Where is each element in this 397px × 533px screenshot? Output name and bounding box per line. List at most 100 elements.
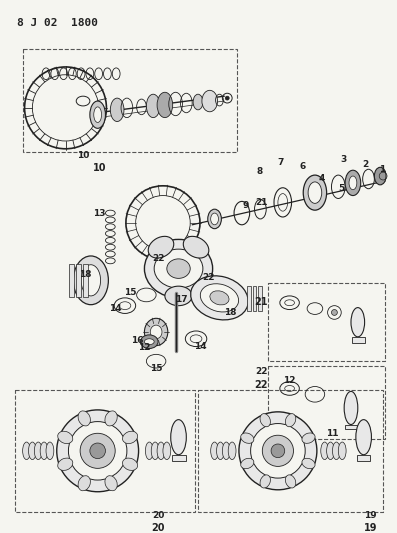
- Ellipse shape: [145, 339, 154, 345]
- Text: 2: 2: [362, 160, 369, 169]
- Ellipse shape: [81, 265, 100, 296]
- Text: 21: 21: [254, 297, 268, 307]
- Ellipse shape: [228, 442, 236, 459]
- Ellipse shape: [211, 442, 218, 459]
- Text: 12: 12: [283, 376, 296, 385]
- Ellipse shape: [141, 335, 158, 349]
- Text: 10: 10: [77, 151, 89, 160]
- Text: 13: 13: [93, 208, 106, 217]
- Ellipse shape: [216, 442, 224, 459]
- Ellipse shape: [225, 96, 229, 100]
- Text: 1: 1: [379, 165, 385, 174]
- Ellipse shape: [308, 182, 322, 204]
- Ellipse shape: [78, 475, 91, 491]
- Ellipse shape: [163, 442, 171, 459]
- Text: 5: 5: [338, 184, 344, 193]
- Ellipse shape: [105, 411, 117, 426]
- Bar: [247, 286, 251, 311]
- Ellipse shape: [193, 94, 203, 110]
- Ellipse shape: [167, 259, 190, 278]
- Ellipse shape: [262, 435, 293, 466]
- Bar: [268, 283, 385, 361]
- Ellipse shape: [260, 414, 270, 427]
- Text: 19: 19: [364, 511, 377, 520]
- Text: 21: 21: [255, 198, 268, 207]
- Text: 8 J 02  1800: 8 J 02 1800: [17, 18, 98, 28]
- Ellipse shape: [94, 107, 102, 123]
- Ellipse shape: [148, 236, 174, 258]
- Text: 17: 17: [175, 295, 188, 304]
- Ellipse shape: [260, 475, 270, 488]
- Ellipse shape: [23, 442, 31, 459]
- Ellipse shape: [58, 458, 73, 471]
- Ellipse shape: [349, 176, 357, 190]
- Ellipse shape: [210, 291, 229, 305]
- Ellipse shape: [145, 442, 153, 459]
- Text: 12: 12: [138, 343, 151, 352]
- Text: 6: 6: [299, 162, 305, 171]
- Bar: [352, 337, 364, 343]
- Ellipse shape: [345, 170, 361, 196]
- Ellipse shape: [154, 249, 203, 288]
- Ellipse shape: [321, 442, 329, 459]
- Text: 14: 14: [109, 304, 121, 313]
- Ellipse shape: [200, 284, 239, 312]
- Bar: [172, 455, 186, 461]
- Text: 18: 18: [79, 270, 91, 279]
- Ellipse shape: [191, 276, 248, 320]
- Ellipse shape: [331, 310, 337, 316]
- Text: 22: 22: [254, 379, 268, 390]
- Ellipse shape: [239, 412, 317, 490]
- Ellipse shape: [68, 422, 127, 480]
- Text: 20: 20: [152, 511, 164, 520]
- Ellipse shape: [25, 67, 106, 149]
- Ellipse shape: [126, 186, 200, 260]
- Ellipse shape: [202, 90, 218, 112]
- Ellipse shape: [146, 94, 160, 118]
- Ellipse shape: [58, 431, 73, 443]
- Ellipse shape: [171, 419, 186, 455]
- Ellipse shape: [302, 458, 315, 469]
- Ellipse shape: [110, 98, 124, 122]
- Ellipse shape: [241, 433, 254, 443]
- Text: 16: 16: [131, 336, 144, 345]
- Ellipse shape: [351, 308, 364, 337]
- Ellipse shape: [165, 286, 192, 305]
- Bar: [76, 264, 81, 297]
- Ellipse shape: [34, 442, 42, 459]
- Text: 9: 9: [243, 201, 249, 210]
- Ellipse shape: [145, 318, 168, 345]
- Text: 20: 20: [151, 523, 165, 533]
- Bar: [69, 264, 74, 297]
- Ellipse shape: [344, 391, 358, 424]
- Ellipse shape: [285, 414, 296, 427]
- Text: 15: 15: [150, 364, 162, 373]
- Bar: [268, 366, 385, 439]
- Ellipse shape: [251, 424, 305, 478]
- Bar: [83, 264, 88, 297]
- Ellipse shape: [157, 92, 173, 118]
- Ellipse shape: [151, 442, 159, 459]
- Ellipse shape: [40, 442, 48, 459]
- Ellipse shape: [356, 419, 372, 455]
- Ellipse shape: [338, 442, 346, 459]
- Text: 22: 22: [255, 367, 268, 376]
- Text: 19: 19: [364, 523, 377, 533]
- Ellipse shape: [150, 325, 162, 339]
- Bar: [23, 50, 237, 152]
- Ellipse shape: [157, 442, 165, 459]
- Ellipse shape: [46, 442, 54, 459]
- Text: 7: 7: [278, 158, 284, 167]
- Ellipse shape: [145, 239, 213, 298]
- Ellipse shape: [327, 442, 334, 459]
- Ellipse shape: [80, 433, 115, 469]
- Bar: [15, 390, 195, 512]
- Text: 4: 4: [318, 174, 325, 182]
- Ellipse shape: [29, 442, 36, 459]
- Text: 22: 22: [152, 254, 164, 263]
- Ellipse shape: [57, 410, 139, 492]
- Ellipse shape: [90, 443, 106, 458]
- Ellipse shape: [332, 442, 340, 459]
- Ellipse shape: [208, 209, 222, 229]
- Ellipse shape: [302, 433, 315, 443]
